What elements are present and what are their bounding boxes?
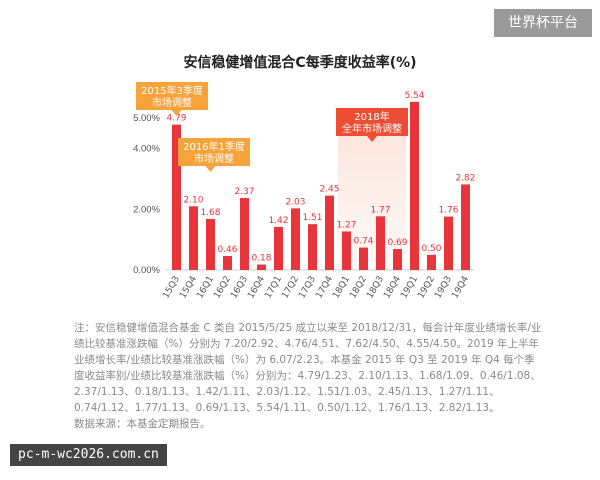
bar xyxy=(189,206,198,270)
chart-note: 注：安信稳健增值混合基金 C 类自 2015/5/25 成立以来至 2018/1… xyxy=(74,320,544,432)
source-text: 数据来源：本基金定期报告。 xyxy=(74,418,211,430)
bar xyxy=(376,216,385,270)
bar xyxy=(274,226,283,270)
bar-value-label: 0.74 xyxy=(353,237,373,247)
bar xyxy=(444,216,453,270)
bar-value-label: 2.45 xyxy=(319,185,339,195)
bar-value-label: 1.51 xyxy=(302,213,322,223)
bar xyxy=(410,101,419,270)
bar xyxy=(308,224,317,270)
callout-text: 2018年 xyxy=(354,110,389,123)
bar-value-label: 0.18 xyxy=(251,254,271,264)
y-tick-label: 2.00% xyxy=(133,204,160,215)
callout-text: 全年市场调整 xyxy=(342,122,402,135)
watermark-bottom: pc-m-wc2026.com.cn xyxy=(10,444,167,466)
bar-value-label: 0.46 xyxy=(217,245,237,255)
bar xyxy=(240,198,249,270)
bar-value-label: 1.77 xyxy=(370,205,390,215)
bar xyxy=(325,195,334,270)
callout-text: 2015年3季度 xyxy=(141,84,203,97)
bar-value-label: 1.42 xyxy=(268,216,288,226)
bar-value-label: 1.76 xyxy=(438,206,458,216)
bar xyxy=(359,247,368,270)
bar-value-label: 5.54 xyxy=(404,91,424,101)
bar-value-label: 1.68 xyxy=(200,208,220,218)
bar xyxy=(172,124,181,270)
chart-title: 安信稳健增值混合C每季度收益率(%) xyxy=(183,55,417,71)
callout-box xyxy=(336,108,408,136)
bar-value-label: 0.69 xyxy=(387,238,407,248)
bar xyxy=(342,231,351,270)
watermark-top: 世界杯平台 xyxy=(494,9,592,37)
bar xyxy=(206,219,215,270)
bar-value-label: 1.27 xyxy=(336,220,356,230)
bar-value-label: 4.79 xyxy=(166,114,186,124)
note-text: 注：安信稳健增值混合基金 C 类自 2015/5/25 成立以来至 2018/1… xyxy=(74,322,542,414)
bar-value-label: 0.50 xyxy=(421,244,441,254)
y-tick-label: 4.00% xyxy=(133,144,160,155)
callout-text: 市场调整 xyxy=(194,152,234,165)
y-tick-label: 5.00% xyxy=(133,113,160,124)
bar xyxy=(291,208,300,270)
x-tick-label: 19Q4 xyxy=(450,274,471,300)
bar xyxy=(223,256,232,270)
callout-text: 市场调整 xyxy=(152,96,192,109)
callout-box xyxy=(136,82,208,110)
bar xyxy=(427,254,436,270)
bar xyxy=(257,264,266,270)
bar xyxy=(461,184,470,270)
bar-value-label: 2.82 xyxy=(455,173,475,183)
callout-text: 2016年1季度 xyxy=(183,140,245,153)
y-tick-label: 0.00% xyxy=(133,265,160,276)
bar xyxy=(393,249,402,270)
bar-value-label: 2.10 xyxy=(183,195,203,205)
callout-pointer xyxy=(171,110,182,116)
callout-box xyxy=(178,138,250,166)
callout-pointer xyxy=(367,136,377,142)
callout-pointer xyxy=(205,166,216,172)
bar-chart: 0.00%2.00%4.00%5.00% 4.7915Q32.1015Q41.6… xyxy=(133,82,476,301)
bar-value-label: 2.37 xyxy=(234,187,254,197)
bar-value-label: 2.03 xyxy=(285,197,305,207)
